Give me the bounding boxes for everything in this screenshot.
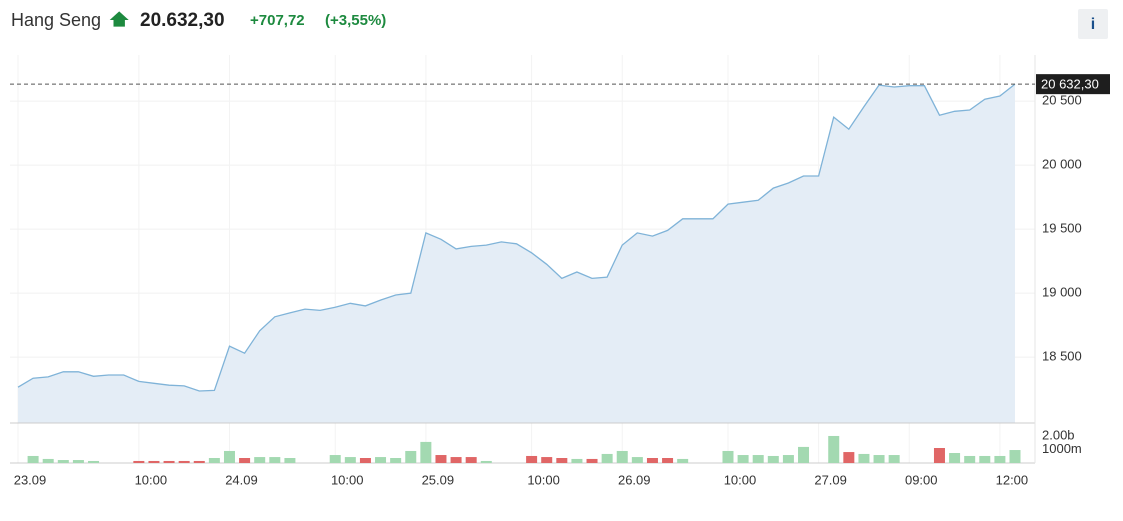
volume-bar — [858, 453, 870, 463]
x-tick-label: 24.09 — [225, 472, 258, 487]
volume-bar — [556, 458, 568, 463]
volume-bar — [601, 453, 613, 463]
volume-bar — [586, 458, 598, 463]
volume-bar — [405, 450, 417, 463]
volume-bar — [662, 458, 674, 463]
info-icon[interactable]: i — [1091, 16, 1095, 33]
volume-bar — [722, 450, 734, 463]
price-line — [17, 83, 1016, 392]
volume-bar — [767, 455, 779, 463]
x-tick-label: 27.09 — [814, 472, 847, 487]
volume-bar — [480, 460, 492, 463]
volume-bar — [57, 460, 69, 463]
volume-bar — [949, 453, 961, 463]
last-price-box — [1036, 74, 1110, 95]
volume-tick-label: 1000m — [1042, 441, 1082, 456]
y-tick-label: 20 500 — [1042, 93, 1082, 108]
volume-bar — [390, 458, 402, 463]
volume-bar — [843, 452, 855, 463]
volume-bar — [994, 455, 1006, 463]
volume-bar — [465, 457, 477, 463]
area — [18, 84, 1015, 423]
volume-bar — [27, 455, 39, 463]
volume-bar — [344, 457, 356, 463]
volume-bar — [964, 455, 976, 463]
volume-bar — [329, 455, 341, 463]
price: 20.632,30 — [140, 10, 225, 31]
x-tick-label: 26.09 — [618, 472, 651, 487]
volume-bar — [420, 441, 432, 463]
volume-bar — [979, 455, 991, 463]
volume-bar — [526, 455, 538, 463]
volume-bar — [375, 457, 387, 463]
volume-bar — [1009, 450, 1021, 463]
up-arrow — [109, 11, 129, 27]
volume-bar — [269, 457, 281, 463]
y-tick-label: 19 500 — [1042, 221, 1082, 236]
volume-bar — [873, 455, 885, 463]
x-tick-label: 10:00 — [527, 472, 560, 487]
x-tick-label: 10:00 — [135, 472, 168, 487]
volume-bar — [737, 455, 749, 463]
volume-bar — [88, 460, 100, 463]
volume-bar — [208, 458, 220, 463]
info-button[interactable] — [1078, 9, 1108, 39]
volume-bar — [284, 458, 296, 463]
volume-bar — [798, 446, 810, 463]
volume-bar — [933, 448, 945, 463]
volume-bar — [72, 460, 84, 463]
volume-bar — [133, 460, 145, 463]
volume-bar — [631, 457, 643, 463]
last-price-label: 20 632,30 — [1041, 77, 1099, 92]
volume-bar — [888, 455, 900, 463]
y-tick-label: 18 500 — [1042, 349, 1082, 364]
volume-bar — [752, 455, 764, 463]
volume-bar — [223, 450, 235, 463]
volume-bar — [828, 435, 840, 463]
volume-bar — [148, 460, 160, 463]
change-percent: (+3,55%) — [325, 12, 386, 29]
x-tick-label: 23.09 — [14, 472, 47, 487]
x-tick-label: 10:00 — [331, 472, 364, 487]
volume-bar — [359, 458, 371, 463]
volume-bar — [571, 458, 583, 463]
volume-bar — [616, 450, 628, 463]
volume-tick-label: 2.00b — [1042, 427, 1075, 442]
volume-bar — [42, 458, 54, 463]
y-tick-label: 19 000 — [1042, 285, 1082, 300]
change: +707,72 — [250, 12, 305, 29]
x-tick-label: 25.09 — [422, 472, 455, 487]
volume-bar — [193, 460, 205, 463]
y-tick-label: 20 000 — [1042, 157, 1082, 172]
volume-bar — [435, 455, 447, 463]
x-tick-label: 12:00 — [996, 472, 1029, 487]
volume-bar — [163, 460, 175, 463]
volume-bar — [782, 455, 794, 463]
volume-bar — [541, 457, 553, 463]
volume-bar — [239, 458, 251, 463]
volume-bar — [450, 457, 462, 463]
volume-bar — [646, 458, 658, 463]
volume-bar — [178, 460, 190, 463]
x-tick-label: 09:00 — [905, 472, 938, 487]
x-tick-label: 10:00 — [724, 472, 757, 487]
volume-bar — [254, 457, 266, 463]
volume-bar — [677, 458, 689, 463]
index-name: Hang Seng — [11, 10, 101, 30]
